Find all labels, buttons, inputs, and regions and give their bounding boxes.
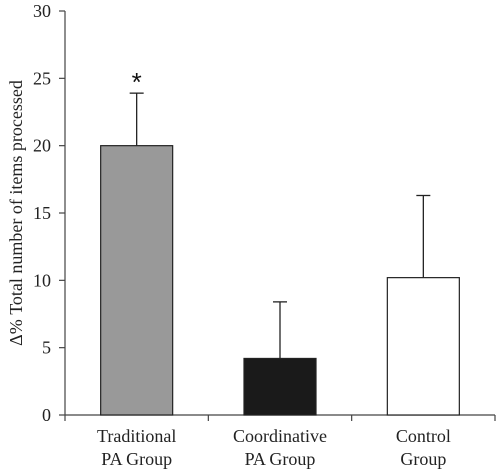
y-tick-label: 5	[42, 338, 51, 358]
x-tick-label: Group	[400, 449, 446, 469]
significance-marker: *	[132, 67, 142, 97]
bar	[386, 277, 460, 416]
x-tick-label: Coordinative	[233, 426, 327, 446]
annotations: *	[132, 67, 142, 97]
y-tick-label: 0	[42, 405, 51, 425]
bar	[243, 357, 317, 416]
y-tick-label: 30	[33, 1, 51, 21]
x-tick-label: Traditional	[97, 426, 176, 446]
x-tick-label: PA Group	[245, 449, 316, 469]
y-axis-label: Δ% Total number of items processed	[6, 80, 26, 346]
y-tick-label: 25	[33, 68, 51, 88]
x-axis	[64, 414, 496, 421]
y-tick-label: 20	[33, 136, 51, 156]
error-bars	[129, 92, 431, 359]
category-labels: Traditional PA Group Coordinative PA Group C…	[97, 426, 451, 469]
x-tick-label: Control	[396, 426, 451, 446]
bar	[100, 145, 174, 416]
y-tick-label: 15	[33, 203, 51, 223]
y-axis: 0 5 10 15 20 25 30	[33, 1, 66, 425]
y-tick-label: 10	[33, 270, 51, 290]
bars	[100, 145, 460, 416]
x-tick-label: PA Group	[101, 449, 172, 469]
